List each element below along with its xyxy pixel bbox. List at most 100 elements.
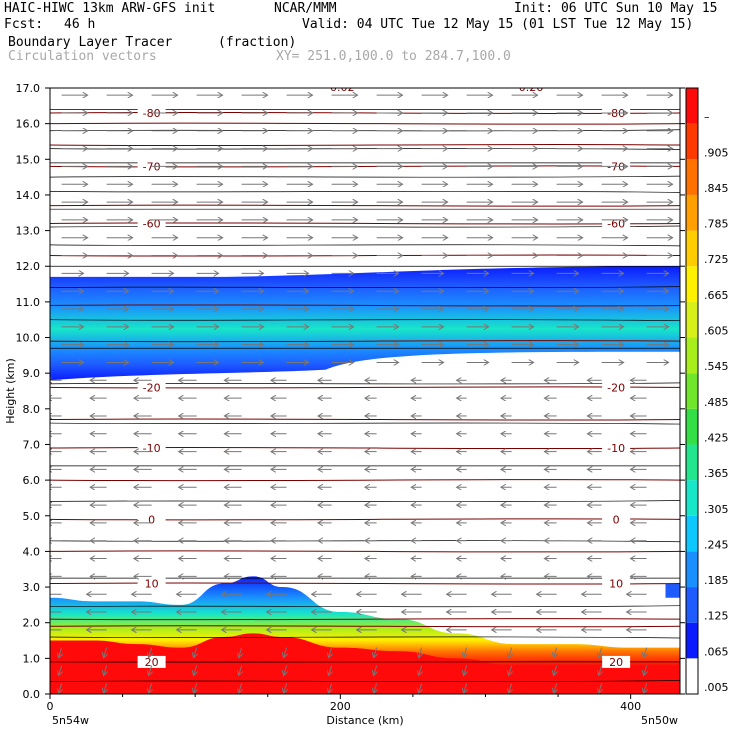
circulation-vector bbox=[374, 665, 377, 675]
temperature-contour bbox=[50, 340, 680, 343]
colorbar-label: – bbox=[704, 111, 710, 124]
contour-label-bg bbox=[137, 577, 166, 590]
isentrope-line bbox=[50, 175, 680, 178]
upper-tracer-layer bbox=[50, 266, 680, 381]
isentrope-line bbox=[50, 500, 680, 503]
circulation-vector bbox=[284, 647, 287, 658]
contour-label-bg bbox=[602, 655, 631, 668]
circulation-vector bbox=[599, 683, 602, 693]
isentrope-line bbox=[50, 382, 680, 385]
colorbar-label: .365 bbox=[704, 467, 729, 480]
contour-label: -20 bbox=[607, 381, 625, 394]
init-time: Init: 06 UTC Sun 10 May 15 bbox=[514, 1, 718, 16]
forecast-hours: 46 h bbox=[64, 17, 96, 32]
temperature-contour bbox=[50, 204, 680, 207]
contour-label: 20 bbox=[609, 656, 623, 669]
colorbar-swatch bbox=[686, 230, 698, 267]
circulation-vector bbox=[644, 665, 647, 675]
temperature-contour bbox=[50, 418, 680, 421]
colorbar-label: .425 bbox=[704, 431, 729, 444]
circulation-vector bbox=[59, 665, 62, 675]
y-tick-label: 9.0 bbox=[23, 367, 41, 380]
contour-label-bg bbox=[137, 513, 166, 526]
contour-label: -10 bbox=[143, 442, 161, 455]
y-tick-label: 13.0 bbox=[16, 225, 41, 238]
colorbar-swatch bbox=[686, 123, 698, 160]
contour-label: -60 bbox=[607, 217, 625, 230]
colorbar-swatch bbox=[686, 88, 698, 124]
contour-label-bg bbox=[602, 577, 631, 590]
colorbar-label: .725 bbox=[704, 253, 729, 266]
colorbar-label: .545 bbox=[704, 360, 729, 373]
circulation-vector bbox=[149, 647, 152, 658]
circulation-vector bbox=[644, 647, 647, 658]
colorbar-label: .845 bbox=[704, 182, 729, 195]
colorbar-swatch bbox=[686, 408, 698, 445]
colorbar-label: .065 bbox=[704, 645, 729, 658]
circulation-vector bbox=[239, 683, 242, 693]
temperature-contour bbox=[50, 618, 680, 621]
contour-label: -20 bbox=[143, 381, 161, 394]
y-tick-label: 4.0 bbox=[23, 545, 41, 558]
x-left-endpoint: 5n54w bbox=[52, 714, 89, 727]
circulation-vector bbox=[194, 665, 197, 675]
isentrope-line bbox=[50, 286, 680, 289]
field-units: (fraction) bbox=[218, 35, 297, 50]
isentrope-line bbox=[50, 422, 680, 425]
isentrope-line bbox=[50, 225, 680, 228]
circulation-vector bbox=[59, 683, 62, 693]
y-tick-label: 17.0 bbox=[16, 82, 41, 95]
colorbar-swatch bbox=[686, 551, 698, 588]
isentrope-line bbox=[50, 244, 680, 247]
circulation-vector bbox=[464, 683, 467, 693]
circulation-vector bbox=[194, 683, 197, 693]
tracer-patch bbox=[665, 583, 680, 598]
circulation-vector bbox=[329, 647, 332, 658]
colorbar-swatch bbox=[686, 444, 698, 481]
circulation-vector bbox=[284, 683, 287, 693]
circulation-vector bbox=[464, 647, 467, 658]
circulation-vector bbox=[239, 647, 242, 658]
valid-time: Valid: 04 UTC Tue 12 May 15 (01 LST Tue … bbox=[302, 17, 694, 32]
contour-label-bg bbox=[137, 655, 166, 668]
contour-label: -60 bbox=[143, 217, 161, 230]
isentrope-line bbox=[50, 605, 680, 608]
field-name: Boundary Layer Tracer bbox=[8, 35, 173, 50]
y-tick-label: 10.0 bbox=[16, 332, 41, 345]
circulation-vector bbox=[329, 665, 332, 675]
circulation-vector bbox=[104, 665, 107, 675]
circulation-vector bbox=[149, 665, 152, 675]
y-tick-label: 12.0 bbox=[16, 260, 41, 273]
circulation-vector bbox=[599, 665, 602, 675]
circulation-vector bbox=[464, 665, 467, 675]
contour-label: 0 bbox=[148, 513, 155, 526]
model-title: HAIC-HIWC 13km ARW-GFS init bbox=[4, 1, 216, 16]
circulation-vector bbox=[419, 647, 422, 658]
contour-label-partial: -0.02 bbox=[326, 81, 354, 94]
temperature-contour bbox=[50, 550, 680, 553]
circulation-vector bbox=[194, 647, 197, 658]
x-right-endpoint: 5n50w bbox=[641, 714, 678, 727]
colorbar-swatch bbox=[686, 337, 698, 374]
y-tick-label: 8.0 bbox=[23, 403, 41, 416]
temperature-contour bbox=[50, 122, 680, 125]
contour-label: 10 bbox=[609, 577, 623, 590]
colorbar-label: .245 bbox=[704, 538, 729, 551]
y-axis-label: Height (km) bbox=[4, 358, 17, 424]
circulation-vector bbox=[599, 647, 602, 658]
circulation-vector bbox=[374, 683, 377, 693]
isentrope-line bbox=[50, 540, 680, 543]
circulation-vector bbox=[554, 665, 557, 675]
contour-label-bg bbox=[602, 442, 631, 455]
boundary-layer-core bbox=[50, 633, 680, 694]
colorbar-swatch bbox=[686, 159, 698, 195]
colorbar-swatch bbox=[686, 266, 698, 302]
colorbar-label: .125 bbox=[704, 610, 729, 623]
y-tick-label: 2.0 bbox=[23, 617, 41, 630]
colorbar-label: .905 bbox=[704, 146, 729, 159]
x-axis-label: Distance (km) bbox=[326, 714, 403, 727]
colorbar-swatch bbox=[686, 301, 698, 338]
circulation-vector bbox=[239, 665, 242, 675]
colorbar-frame bbox=[685, 87, 699, 695]
y-tick-label: 5.0 bbox=[23, 510, 41, 523]
